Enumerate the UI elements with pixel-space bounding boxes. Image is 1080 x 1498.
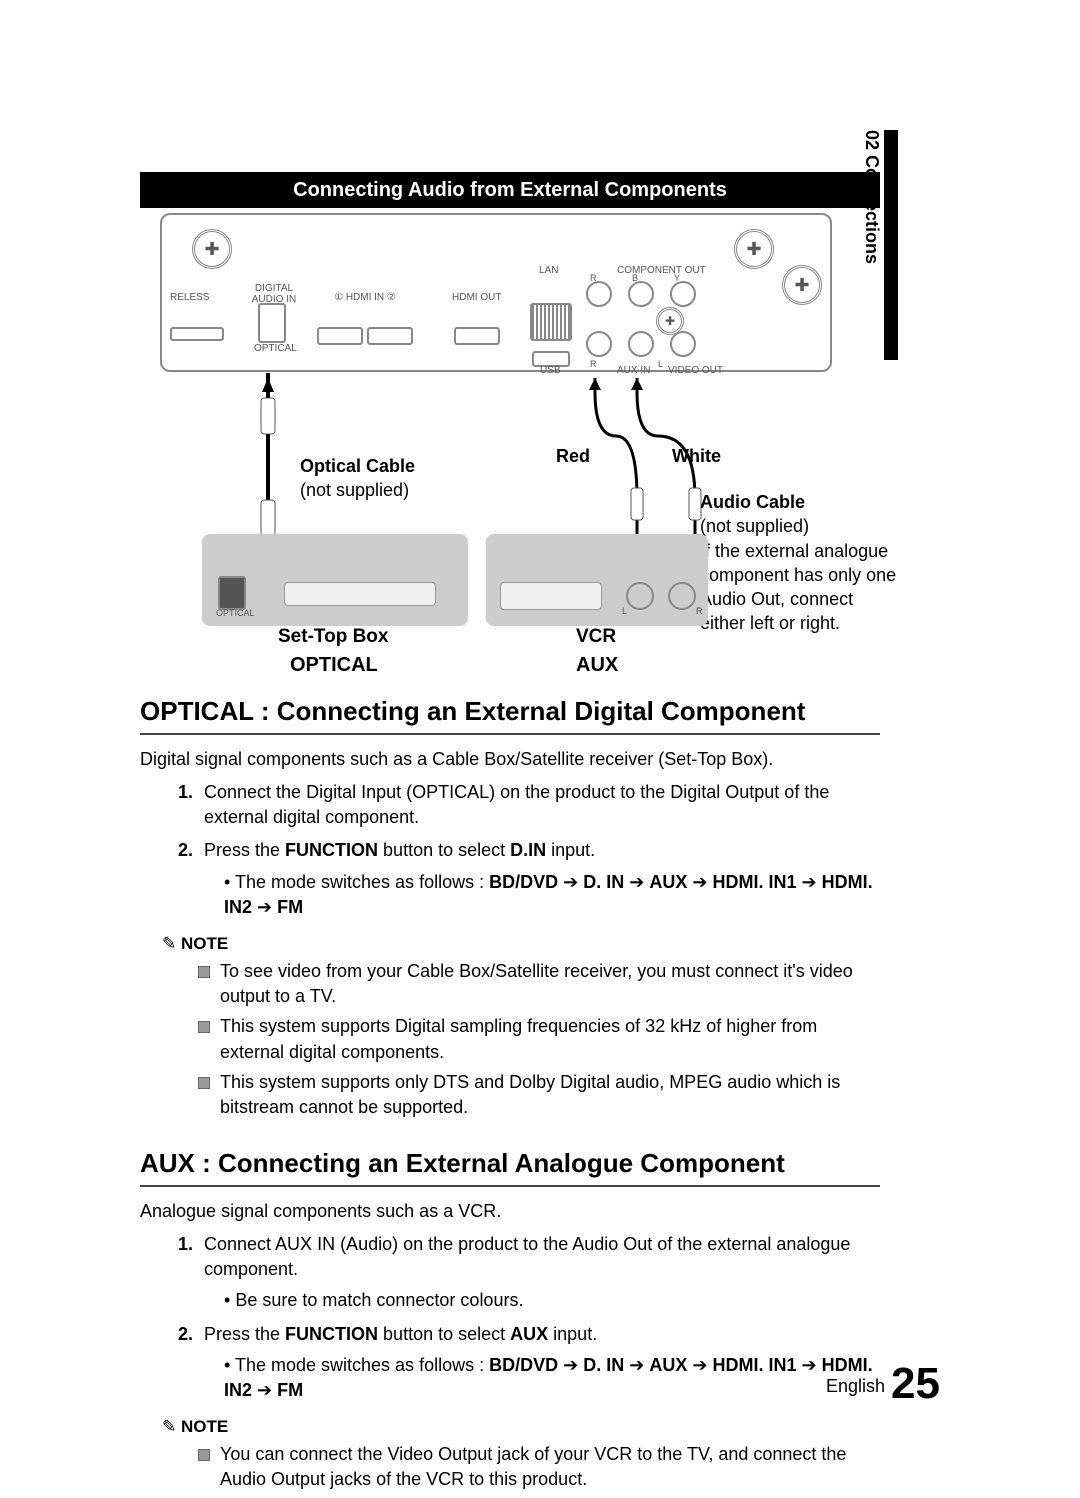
list-item: Press the FUNCTION button to select AUX … bbox=[198, 1322, 880, 1404]
steps-optical: Connect the Digital Input (OPTICAL) on t… bbox=[140, 780, 880, 920]
list-item: To see video from your Cable Box/Satelli… bbox=[198, 959, 880, 1009]
note-list-optical: To see video from your Cable Box/Satelli… bbox=[140, 959, 880, 1120]
section-header: Connecting Audio from External Component… bbox=[140, 172, 880, 208]
label-vcr: VCR bbox=[576, 626, 616, 648]
settop-box: OPTICAL bbox=[202, 534, 468, 626]
label-red: Red bbox=[556, 444, 590, 468]
label-settop: Set-Top Box bbox=[278, 626, 388, 648]
rule bbox=[140, 1185, 880, 1187]
label-aux-section: AUX bbox=[576, 654, 618, 677]
label-optical-section: OPTICAL bbox=[290, 654, 378, 677]
mode-line: • The mode switches as follows : BD/DVD … bbox=[224, 870, 880, 920]
vcr-box: L R bbox=[486, 534, 708, 626]
heading-aux: AUX : Connecting an External Analogue Co… bbox=[140, 1148, 880, 1179]
connection-diagram: ✚ ✚ ✚ RELESS DIGITAL AUDIO IN OPTICAL ① … bbox=[140, 208, 880, 668]
list-item: You can connect the Video Output jack of… bbox=[198, 1442, 880, 1492]
intro-aux: Analogue signal components such as a VCR… bbox=[140, 1201, 880, 1222]
steps-aux: Connect AUX IN (Audio) on the product to… bbox=[140, 1232, 880, 1403]
mode-line: • The mode switches as follows : BD/DVD … bbox=[224, 1353, 880, 1403]
list-item: This system supports only DTS and Dolby … bbox=[198, 1070, 880, 1120]
list-item: Connect AUX IN (Audio) on the product to… bbox=[198, 1232, 880, 1314]
note-label: NOTE bbox=[162, 934, 880, 954]
intro-optical: Digital signal components such as a Cabl… bbox=[140, 749, 880, 770]
heading-optical: OPTICAL : Connecting an External Digital… bbox=[140, 696, 880, 727]
list-item: Connect the Digital Input (OPTICAL) on t… bbox=[198, 780, 880, 830]
rule bbox=[140, 733, 880, 735]
list-item: This system supports Digital sampling fr… bbox=[198, 1014, 880, 1064]
page-number: English25 bbox=[826, 1359, 940, 1409]
label-white: White bbox=[672, 444, 721, 468]
note-list-aux: You can connect the Video Output jack of… bbox=[140, 1442, 880, 1492]
label-audio-cable: Audio Cable (not supplied) If the extern… bbox=[700, 490, 900, 636]
label-optical-cable: Optical Cable (not supplied) bbox=[300, 454, 415, 503]
note-label: NOTE bbox=[162, 1417, 880, 1437]
side-marker bbox=[884, 130, 898, 360]
list-item: Press the FUNCTION button to select D.IN… bbox=[198, 838, 880, 920]
